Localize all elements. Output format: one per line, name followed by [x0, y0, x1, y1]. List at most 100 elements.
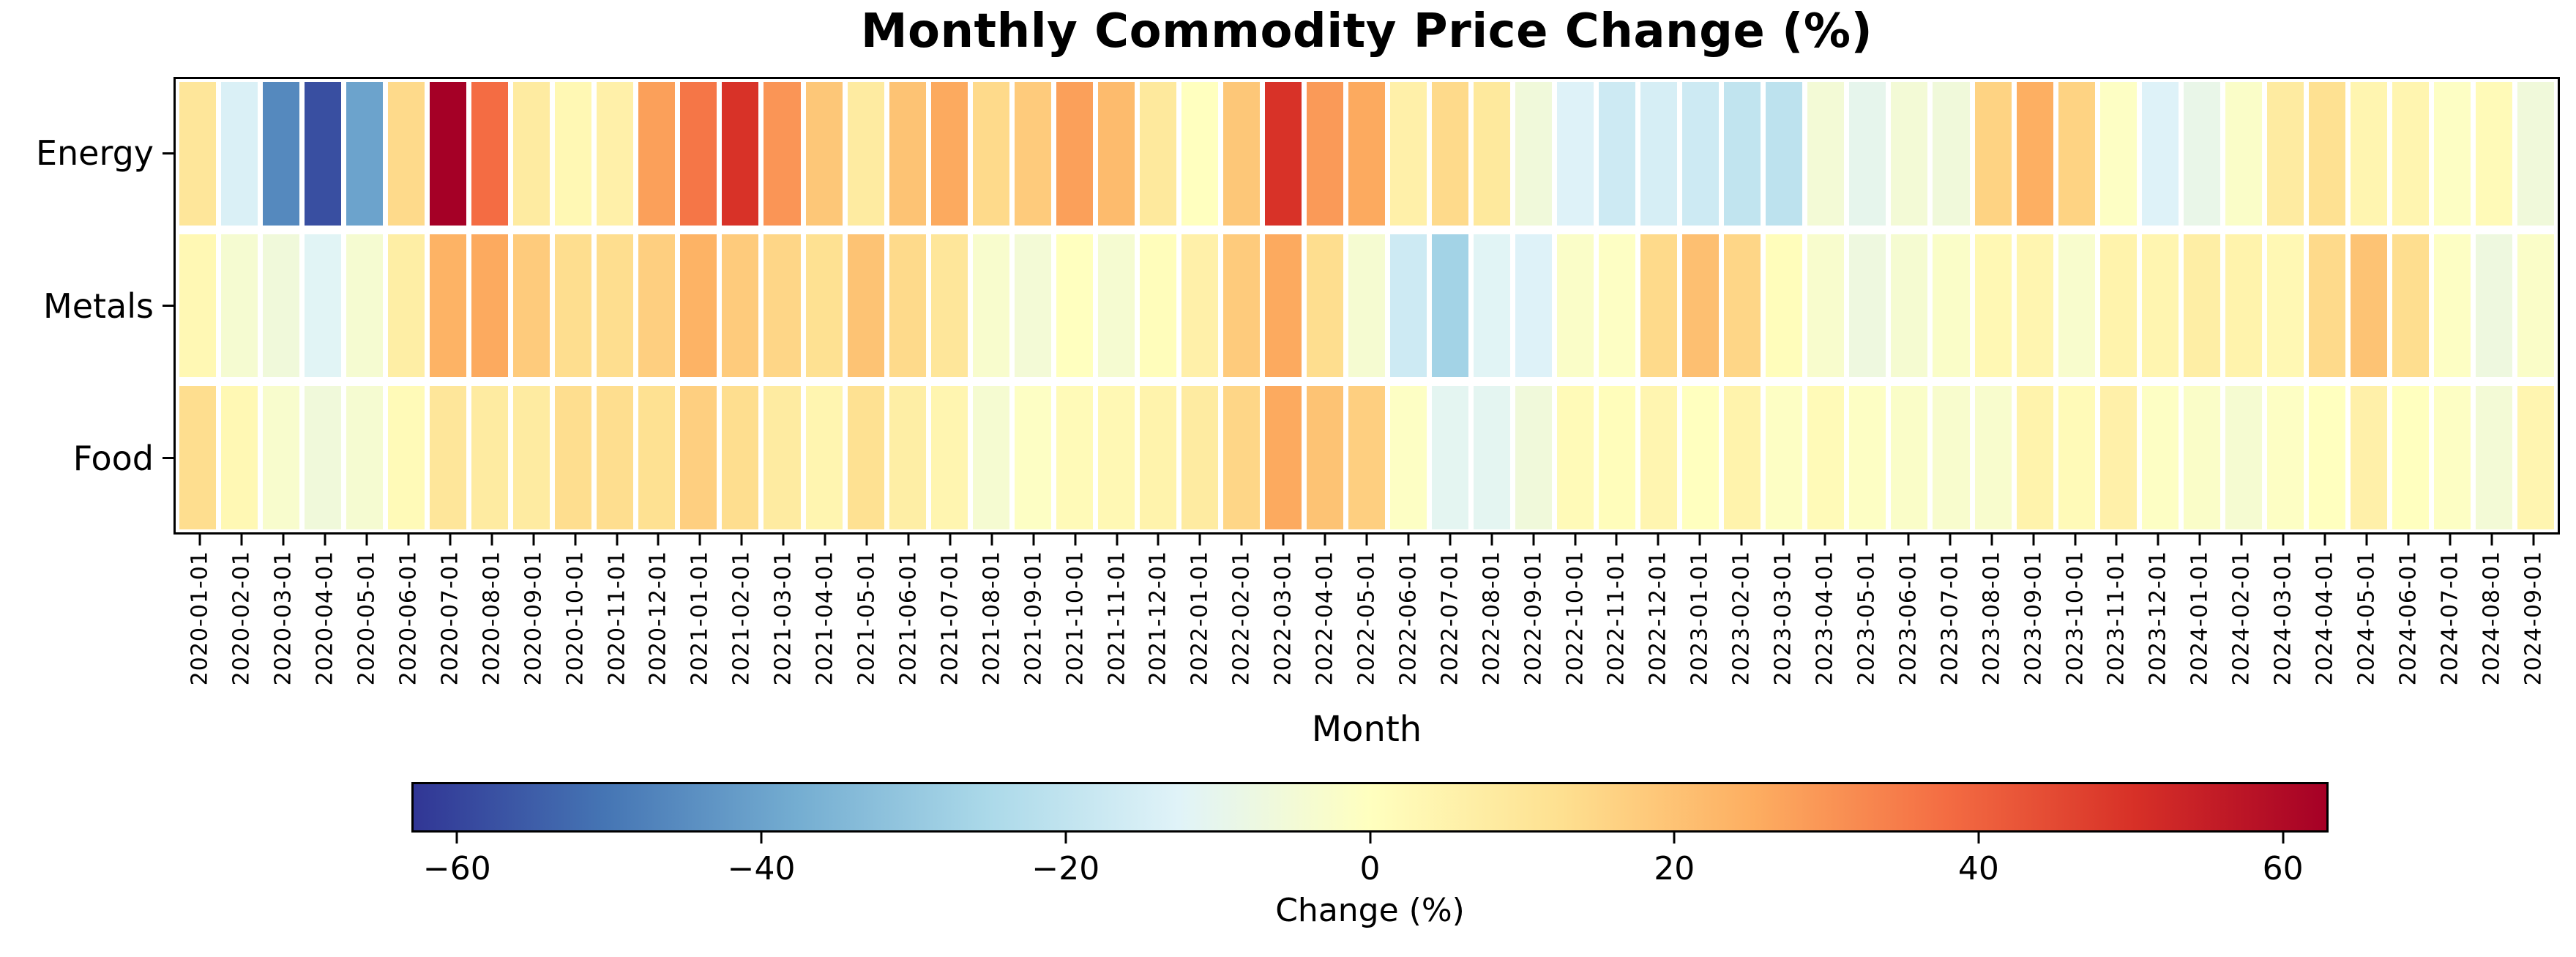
- heatmap-cell: [2183, 234, 2220, 378]
- heatmap-cell: [805, 82, 843, 226]
- x-tick-label: 2020-12-01: [645, 551, 671, 686]
- heatmap-cell: [346, 234, 384, 378]
- x-tick-label: 2022-01-01: [1187, 551, 1213, 686]
- x-axis-label: Month: [1311, 709, 1422, 750]
- x-tick-label: 2022-08-01: [1479, 551, 1505, 686]
- heatmap-cell: [930, 386, 968, 529]
- heatmap-cell: [638, 234, 676, 378]
- heatmap-cell: [471, 234, 509, 378]
- heatmap-cell: [1557, 82, 1594, 226]
- heatmap-cell: [1515, 234, 1553, 378]
- heatmap-cell: [1933, 82, 1970, 226]
- x-tick-label: 2021-10-01: [1062, 551, 1089, 686]
- heatmap-cell: [2517, 386, 2554, 529]
- colorbar-tick: [760, 833, 763, 844]
- x-tick-label: 2022-06-01: [1395, 551, 1422, 686]
- x-tick: [240, 535, 243, 545]
- x-tick-label: 2020-04-01: [312, 551, 338, 686]
- x-tick-label: 2023-02-01: [1728, 551, 1755, 686]
- x-tick-label: 2023-09-01: [2020, 551, 2047, 686]
- heatmap-cell: [2016, 386, 2053, 529]
- colorbar-tick-label: 60: [2262, 850, 2304, 887]
- colorbar-tick: [1369, 833, 1371, 844]
- heatmap-cell: [1515, 386, 1553, 529]
- x-tick: [1532, 535, 1535, 545]
- heatmap-cell: [1432, 82, 1469, 226]
- heatmap-cell: [1056, 386, 1093, 529]
- heatmap-cell: [179, 234, 217, 378]
- heatmap-cell: [722, 386, 759, 529]
- heatmap-cell: [346, 386, 384, 529]
- heatmap-cell: [2392, 82, 2429, 226]
- colorbar-tick: [1977, 833, 1980, 844]
- heatmap-cell: [2350, 386, 2387, 529]
- x-tick-label: 2021-08-01: [979, 551, 1005, 686]
- heatmap-cell: [597, 234, 634, 378]
- x-tick: [1865, 535, 1868, 545]
- heatmap-cell: [513, 234, 550, 378]
- x-tick: [1116, 535, 1119, 545]
- heatmap-cell: [263, 82, 300, 226]
- heatmap-cell: [722, 82, 759, 226]
- x-tick: [698, 535, 701, 545]
- heatmap-cell: [1515, 82, 1553, 226]
- y-tick: [163, 152, 173, 154]
- heatmap-cell: [1139, 82, 1176, 226]
- heatmap-cell: [1724, 386, 1761, 529]
- heatmap-cell: [1974, 82, 2012, 226]
- colorbar-tick-label: −20: [1031, 850, 1100, 887]
- heatmap-cell: [1348, 234, 1386, 378]
- x-tick-label: 2024-04-01: [2312, 551, 2338, 686]
- x-tick: [616, 535, 619, 545]
- heatmap-cell: [2392, 386, 2429, 529]
- heatmap-cell: [1390, 234, 1427, 378]
- heatmap-cell: [2225, 82, 2262, 226]
- heatmap-cell: [1807, 82, 1845, 226]
- colorbar-tick-label: 0: [1359, 850, 1381, 887]
- x-tick: [1074, 535, 1077, 545]
- x-tick-label: 2020-06-01: [395, 551, 422, 686]
- x-tick: [657, 535, 660, 545]
- x-tick-label: 2024-07-01: [2437, 551, 2463, 686]
- heatmap-grid: [179, 82, 2554, 529]
- x-tick-label: 2024-09-01: [2520, 551, 2547, 686]
- colorbar-axis: −60 −40 −20 0 20 40 60: [411, 833, 2329, 920]
- x-tick: [2240, 535, 2243, 545]
- heatmap-cell: [680, 82, 717, 226]
- heatmap-cell: [263, 386, 300, 529]
- heatmap-cell: [972, 82, 1009, 226]
- heatmap-cell: [305, 82, 342, 226]
- heatmap-cell: [1682, 386, 1720, 529]
- heatmap-cell: [1640, 82, 1678, 226]
- x-tick: [324, 535, 326, 545]
- heatmap-cell: [2058, 386, 2095, 529]
- heatmap-cell: [513, 386, 550, 529]
- x-tick-label: 2023-11-01: [2103, 551, 2129, 686]
- heatmap-cell: [2225, 386, 2262, 529]
- heatmap-cell: [1766, 234, 1803, 378]
- x-tick: [2198, 535, 2201, 545]
- x-tick: [949, 535, 952, 545]
- x-tick: [407, 535, 410, 545]
- heatmap-cell: [1222, 82, 1260, 226]
- x-tick: [782, 535, 785, 545]
- heatmap-cell: [2099, 234, 2137, 378]
- heatmap-cell: [1891, 234, 1928, 378]
- x-tick-label: 2021-12-01: [1145, 551, 1171, 686]
- colorbar-tick: [2282, 833, 2285, 844]
- x-tick-label: 2021-04-01: [812, 551, 838, 686]
- colorbar-tick: [455, 833, 458, 844]
- x-tick: [824, 535, 826, 545]
- x-tick: [2282, 535, 2285, 545]
- colorbar-tick-label: 20: [1654, 850, 1695, 887]
- row-label-energy: Energy: [35, 133, 154, 174]
- heatmap-cell: [1557, 386, 1594, 529]
- x-tick-label: 2023-03-01: [1770, 551, 1796, 686]
- x-tick: [1657, 535, 1660, 545]
- heatmap-cell: [305, 234, 342, 378]
- x-tick-label: 2022-12-01: [1645, 551, 1671, 686]
- heatmap-cell: [1014, 234, 1051, 378]
- heatmap-cell: [2266, 386, 2304, 529]
- heatmap-cell: [1599, 386, 1636, 529]
- heatmap-cell: [263, 234, 300, 378]
